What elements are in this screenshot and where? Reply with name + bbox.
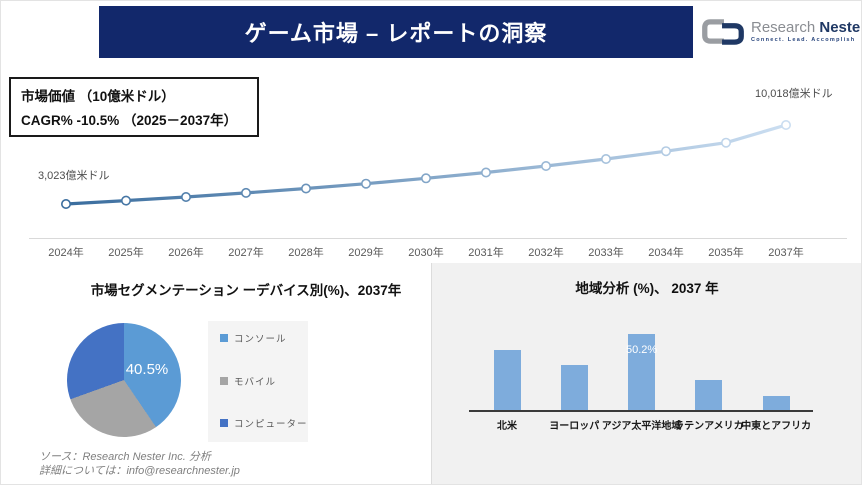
bar-category-label: 中東とアフリカ (741, 421, 812, 432)
footer-contact-line: 詳細については：info@researchnester.jp (39, 464, 240, 477)
bar-chart-baseline (469, 410, 813, 412)
region-bar (560, 365, 588, 411)
x-axis-label: 2033年 (588, 247, 624, 259)
device-segmentation-pie (67, 323, 181, 437)
legend-swatch-icon (220, 419, 228, 427)
legend-item: コンピューター (220, 416, 308, 430)
report-title-banner: ゲーム市場 – レポートの洞察 (99, 6, 693, 58)
market-value-cagr-box: 市場価値 （10億米ドル） CAGR% -10.5% （2025－2037年） (9, 77, 259, 137)
legend-label: モバイル (234, 376, 277, 388)
x-axis-label: 2031年 (468, 247, 504, 259)
footer-source: ソース：Research Nester Inc. 分析 詳細については：info… (39, 451, 240, 479)
legend-label: コンソール (234, 334, 287, 345)
research-nester-logo-icon (702, 19, 744, 45)
region-bar (628, 334, 656, 411)
line-start-value-label: 3,023億米ドル (38, 170, 110, 182)
brand-name-nester: Nester (819, 19, 862, 37)
brand-name-research: Research (751, 19, 816, 37)
line-chart-x-axis (29, 238, 847, 239)
x-axis-label: 2026年 (168, 247, 204, 259)
region-bar (493, 349, 521, 411)
x-axis-label: 2032年 (528, 247, 564, 259)
region-bar (762, 395, 790, 411)
pie-legend: コンソールモバイルコンピューター (208, 321, 308, 442)
line-end-value-label: 10,018億米ドル (755, 88, 833, 100)
x-axis-label: 2037年 (768, 247, 804, 259)
x-axis-label: 2034年 (648, 247, 684, 259)
legend-label: コンピューター (234, 419, 308, 430)
x-axis-label: 2024年 (48, 247, 84, 259)
segmentation-chart-title: 市場セグメンテーション ーデバイス別(%)、2037年 (90, 283, 402, 298)
legend-item: コンソール (220, 331, 308, 345)
footer-source-line: ソース：Research Nester Inc. 分析 (39, 451, 211, 463)
brand-logo: Research Nester Connect. Lead. Accomplis… (699, 12, 862, 52)
bar-category-label: 北米 (497, 421, 517, 432)
pie-console-data-label: 40.5% (125, 361, 169, 378)
x-axis-label: 2027年 (228, 247, 264, 259)
x-axis-label: 2030年 (408, 247, 444, 259)
market-value-label: 市場価値 （10億米ドル） (21, 89, 175, 104)
x-axis-label: 2035年 (708, 247, 744, 259)
x-axis-label: 2028年 (288, 247, 324, 259)
cagr-label: CAGR% -10.5% （2025－2037年） (21, 113, 238, 128)
region-chart-title: 地域分析 (%)、 2037 年 (575, 281, 719, 296)
x-axis-label: 2025年 (108, 247, 144, 259)
legend-swatch-icon (220, 376, 228, 385)
bar-category-label: アジア太平洋地域 (601, 421, 682, 432)
region-bar (695, 380, 723, 411)
legend-item: モバイル (220, 374, 308, 388)
bar-category-label: ヨーロッパ (549, 421, 600, 432)
brand-logo-text: Research Nester Connect. Lead. Accomplis… (751, 19, 862, 44)
bar-data-label: 50.2% (625, 343, 658, 356)
bar-category-label: ラテンアメリカ (674, 421, 744, 432)
x-axis-label: 2029年 (348, 247, 384, 259)
page-title: ゲーム市場 – レポートの洞察 (244, 21, 548, 46)
legend-swatch-icon (220, 334, 228, 342)
brand-tagline: Connect. Lead. Accomplish (751, 37, 856, 44)
